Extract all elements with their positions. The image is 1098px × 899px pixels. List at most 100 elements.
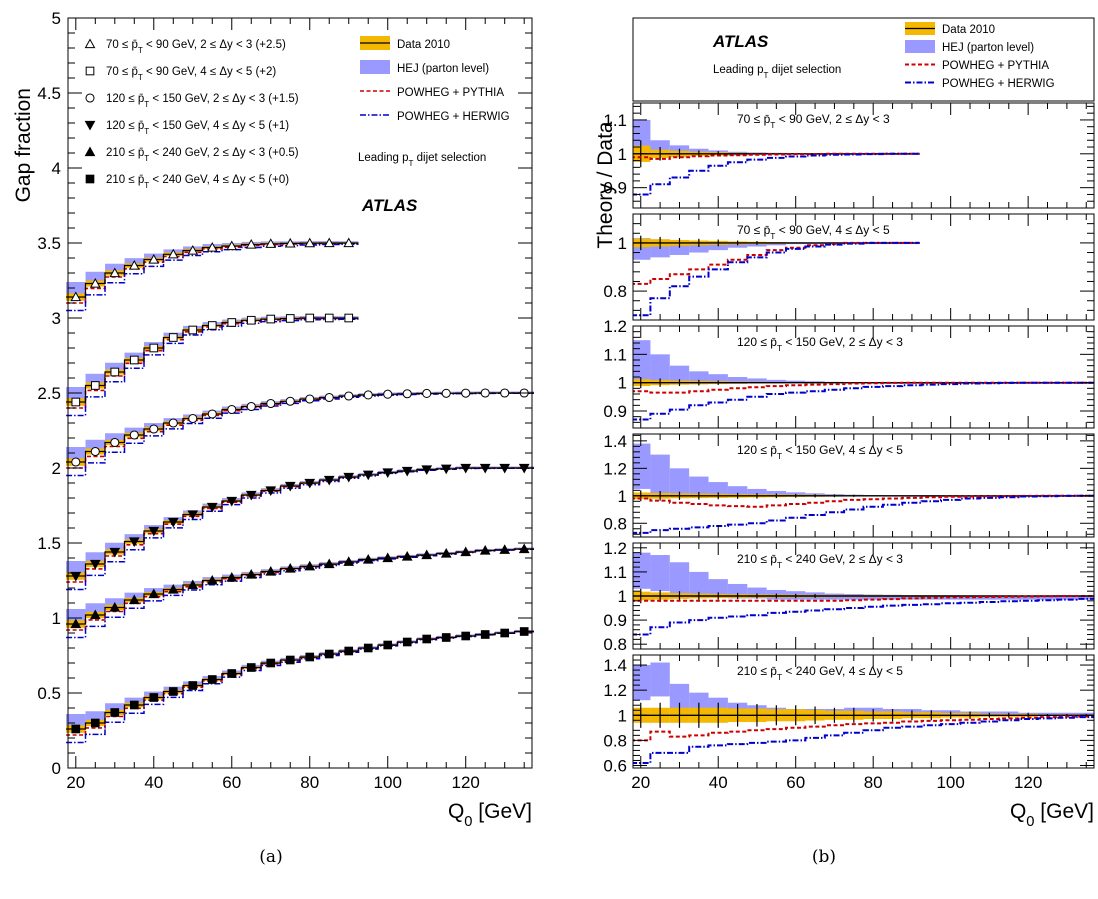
legend-model-label-b: POWHEG + HERWIG <box>942 78 1055 90</box>
panel-frame <box>632 102 1095 209</box>
legend-series-label: 120 ≤ p̄T < 150 GeV, 4 ≤ Δy < 5 (+1) <box>106 120 289 136</box>
ytick-label: 1.4 <box>603 432 627 451</box>
data-point <box>246 401 256 412</box>
data-point <box>226 496 238 507</box>
a-xtick-label: 40 <box>144 773 163 792</box>
data-point <box>343 556 355 566</box>
ytick-label: 1.2 <box>603 681 627 700</box>
legend-model-label: POWHEG + PYTHIA <box>397 87 504 99</box>
data-point <box>284 237 296 248</box>
ytick-label: 1 <box>618 706 627 725</box>
data-point <box>148 588 160 599</box>
data-point <box>265 565 277 576</box>
powheg-herwig-line <box>633 152 920 196</box>
caption-b: (b) <box>812 847 836 867</box>
hej-band-bin <box>689 571 709 596</box>
legend-series-label-main: 120 ≤ p̄ <box>106 93 144 105</box>
b-xtick-label: 40 <box>709 773 728 792</box>
x-axis-title-b-rest: [GeV] <box>1034 800 1094 823</box>
ytick-label: 2 <box>52 459 61 478</box>
powheg-pythia-line <box>66 630 534 736</box>
data-point <box>207 409 217 419</box>
data-point <box>207 321 217 330</box>
powheg-pythia-line <box>633 595 1094 602</box>
legend-series-label-main: 120 ≤ p̄ <box>106 120 144 132</box>
data-point <box>129 430 139 440</box>
data-point <box>284 562 296 573</box>
data-point <box>226 571 238 582</box>
data-point <box>89 559 101 570</box>
legend-series-a: 70 ≤ p̄T < 90 GeV, 2 ≤ Δy < 3 (+2.5)70 ≤… <box>84 38 299 190</box>
data-point <box>71 457 81 467</box>
legend-series-label-rest: < 240 GeV, 4 ≤ Δy < 5 (+0) <box>149 174 289 186</box>
ytick-label: 2.5 <box>37 384 61 403</box>
hej-band-bin <box>979 595 1000 600</box>
hej-band-bin <box>689 476 709 498</box>
ytick-label: 0 <box>52 759 61 778</box>
data-point <box>110 437 120 448</box>
data-point <box>246 663 256 672</box>
data-point <box>90 718 100 728</box>
data-line <box>66 630 534 730</box>
atlas-label-b: ATLAS <box>712 32 769 51</box>
legend-series-label: 210 ≤ p̄T < 240 GeV, 2 ≤ Δy < 3 (+0.5) <box>106 147 299 163</box>
ytick-label: 1.2 <box>603 317 627 336</box>
legend-marker <box>84 38 96 49</box>
data-point <box>344 313 354 323</box>
hej-band-bin <box>921 595 941 600</box>
ytick-label: 1.1 <box>603 345 627 364</box>
data-point <box>343 237 355 248</box>
ratio-panel: 0.8 1 70 ≤ p̄T < 90 GeV, 4 ≤ Δy < 5 <box>603 213 1095 321</box>
data-point <box>461 631 471 641</box>
data-point <box>285 396 295 406</box>
data-point <box>362 470 374 481</box>
powheg-herwig-line <box>633 597 1094 636</box>
legend-model-label-b: POWHEG + PYTHIA <box>942 60 1049 72</box>
panel-label-sub: T <box>777 560 782 570</box>
series-group <box>66 543 534 639</box>
panel-label-rest: < 240 GeV, 2 ≤ Δy < 3 <box>782 552 903 566</box>
panel-label-rest: < 240 GeV, 4 ≤ Δy < 5 <box>782 664 903 678</box>
hej-band-bin <box>960 595 980 600</box>
powheg-pythia-line <box>633 494 1094 508</box>
b-xtick-label: 120 <box>1014 773 1042 792</box>
b-xtick-label: 60 <box>786 773 805 792</box>
legend-series-label-sub: T <box>144 181 149 190</box>
data-point <box>128 259 140 270</box>
ytick-label: 5 <box>52 9 61 28</box>
data-point <box>305 313 315 323</box>
hej-band-bin <box>633 119 651 154</box>
hej-band-bin <box>1076 712 1094 716</box>
legend-models-a: Data 2010 HEJ (parton level) POWHEG + PYTH… <box>360 36 510 123</box>
hej-band-bin <box>863 594 883 600</box>
panel-label: 120 ≤ p̄T < 150 GeV, 2 ≤ Δy < 3 <box>737 335 903 353</box>
data-point <box>187 579 199 590</box>
data-point <box>480 388 490 398</box>
data-point <box>109 267 121 278</box>
panel-label: 210 ≤ p̄T < 240 GeV, 4 ≤ Δy < 5 <box>737 664 903 682</box>
hej-band-bin <box>747 378 767 384</box>
legend-series-label-sub: T <box>138 73 143 82</box>
data-point <box>440 464 452 475</box>
data-point <box>323 237 335 248</box>
ratio-panel: 0.9 1 1.1 70 ≤ p̄T < 90 GeV, 2 ≤ Δy < 3 <box>603 102 1095 209</box>
x-axis-title-rest: [GeV] <box>472 800 532 823</box>
panel-content <box>633 235 920 317</box>
data-point <box>187 510 199 521</box>
hej-band-bin <box>633 443 651 489</box>
selection-label-b-sub: T <box>764 71 769 80</box>
panel-content <box>633 340 1094 421</box>
hej-band-bin <box>882 594 903 600</box>
data-point <box>363 390 373 400</box>
legend-series-label: 120 ≤ p̄T < 150 GeV, 2 ≤ Δy < 3 (+1.5) <box>106 93 299 109</box>
data-point <box>227 404 237 415</box>
ytick-label: 0.8 <box>603 635 627 654</box>
hej-band-bin <box>999 596 1019 600</box>
data-point <box>343 472 355 483</box>
data-point <box>324 313 334 323</box>
ytick-label: 1.5 <box>37 534 61 553</box>
panel-content <box>633 443 1094 534</box>
data-point <box>246 315 256 325</box>
data-point <box>460 463 472 474</box>
panel-label-main: 70 ≤ p̄ <box>737 112 771 126</box>
